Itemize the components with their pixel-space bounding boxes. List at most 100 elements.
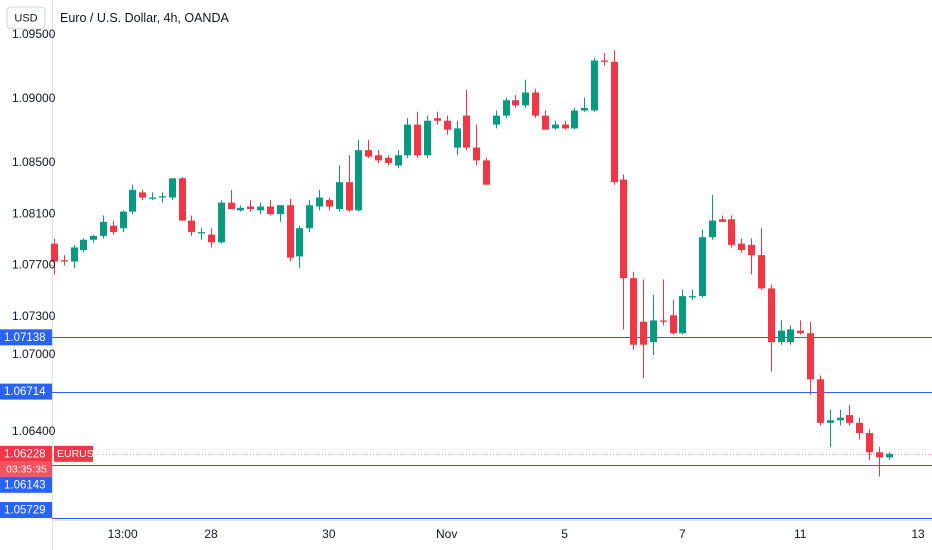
level-label-bg bbox=[0, 476, 52, 493]
current-price-label-bg bbox=[0, 445, 52, 462]
candle-body bbox=[709, 220, 716, 238]
candle-body bbox=[807, 333, 814, 380]
candle-body bbox=[434, 118, 441, 121]
candle-body bbox=[287, 205, 294, 258]
candle-body bbox=[139, 192, 146, 198]
candle-body bbox=[768, 288, 775, 343]
currency-button[interactable] bbox=[6, 6, 46, 30]
x-tick-label: 13:00 bbox=[108, 527, 138, 541]
axis-labels: 1.09500 1.09000 1.08500 1.08100 1.07700 1.073… bbox=[0, 27, 925, 541]
candle-body bbox=[129, 189, 136, 212]
candle-body bbox=[689, 296, 696, 298]
candle-body bbox=[228, 202, 235, 210]
level-label: 1.06714 bbox=[4, 386, 46, 398]
candle-body bbox=[650, 320, 657, 343]
level-label: 1.05729 bbox=[4, 505, 46, 517]
candle-body bbox=[267, 206, 274, 215]
candle-body bbox=[679, 296, 686, 334]
candle-body bbox=[827, 420, 834, 423]
candle-body bbox=[552, 124, 559, 129]
candle-body bbox=[601, 60, 608, 62]
candle-body bbox=[80, 239, 87, 251]
candle-body bbox=[620, 179, 627, 279]
candle-body bbox=[640, 321, 647, 345]
candle-body bbox=[856, 422, 863, 434]
candle-body bbox=[169, 178, 176, 198]
candle-body bbox=[355, 150, 362, 211]
y-tick-label: 1.09000 bbox=[12, 91, 56, 105]
candle-body bbox=[571, 110, 578, 129]
candle-body bbox=[61, 260, 68, 262]
candle-body bbox=[375, 155, 382, 161]
candle-body bbox=[630, 278, 637, 345]
candle-body bbox=[728, 219, 735, 245]
y-tick-label: 1.07700 bbox=[12, 258, 56, 272]
candle-body bbox=[562, 124, 569, 129]
y-tick-label: 1.08100 bbox=[12, 206, 56, 220]
candle-body bbox=[198, 232, 205, 234]
candle-body bbox=[787, 329, 794, 343]
candle-body bbox=[71, 247, 78, 262]
candle-body bbox=[277, 205, 284, 215]
countdown: 03:35:35 bbox=[6, 464, 47, 476]
candle-body bbox=[581, 107, 588, 111]
candle-body bbox=[719, 219, 726, 222]
level-label-bg bbox=[0, 502, 52, 518]
countdown-bg bbox=[0, 461, 52, 477]
candle-body bbox=[296, 228, 303, 257]
candle-body bbox=[748, 244, 755, 256]
candle-body bbox=[346, 182, 353, 211]
candle-body bbox=[463, 115, 470, 148]
candle-body bbox=[385, 157, 392, 163]
candle-body bbox=[51, 243, 58, 262]
candle-body bbox=[120, 211, 127, 229]
candle-body bbox=[110, 225, 117, 233]
candle-body bbox=[424, 120, 431, 156]
candle-body bbox=[512, 100, 519, 106]
x-tick-label: 28 bbox=[204, 527, 218, 541]
x-tick-label: 5 bbox=[561, 527, 568, 541]
candle-body bbox=[444, 120, 451, 130]
candle-body bbox=[100, 221, 107, 236]
x-tick-label: 30 bbox=[322, 527, 336, 541]
x-tick-label: Nov bbox=[436, 527, 457, 541]
candle-body bbox=[493, 115, 500, 125]
level-label: 1.07138 bbox=[4, 332, 46, 344]
candle-body bbox=[611, 61, 618, 183]
candle-body bbox=[336, 182, 343, 210]
currency-button-label[interactable]: USD bbox=[14, 12, 37, 24]
candle-body bbox=[532, 92, 539, 116]
candle-body bbox=[404, 124, 411, 156]
candle-body bbox=[846, 415, 853, 423]
candle-body bbox=[670, 315, 677, 334]
candle-body bbox=[159, 196, 166, 198]
y-tick-label: 1.07000 bbox=[12, 347, 56, 361]
candle-body bbox=[395, 155, 402, 166]
candle-body bbox=[208, 234, 215, 243]
candle-body bbox=[188, 220, 195, 233]
x-tick-label: 13 bbox=[911, 527, 925, 541]
x-tick-label: 7 bbox=[679, 527, 686, 541]
candle-body bbox=[699, 237, 706, 297]
candle-body bbox=[257, 206, 264, 211]
candle-body bbox=[758, 255, 765, 289]
candle-body bbox=[483, 160, 490, 185]
candle-body bbox=[522, 92, 529, 106]
candle-body bbox=[817, 379, 824, 423]
candle-body bbox=[414, 124, 421, 156]
y-tick-label: 1.07300 bbox=[12, 309, 56, 323]
candle-body bbox=[306, 205, 313, 229]
level-label: 1.06143 bbox=[4, 479, 46, 491]
symbol-tag: EURUSD bbox=[57, 448, 102, 460]
level-label-bg bbox=[0, 329, 52, 346]
candle-body bbox=[90, 235, 97, 240]
x-tick-label: 11 bbox=[794, 527, 807, 541]
candle-body bbox=[837, 417, 844, 421]
candle-body bbox=[778, 330, 785, 343]
candle-body bbox=[473, 147, 480, 161]
candle-body bbox=[326, 200, 333, 207]
candle-body bbox=[218, 202, 225, 243]
symbol-tag-bg bbox=[54, 445, 93, 462]
